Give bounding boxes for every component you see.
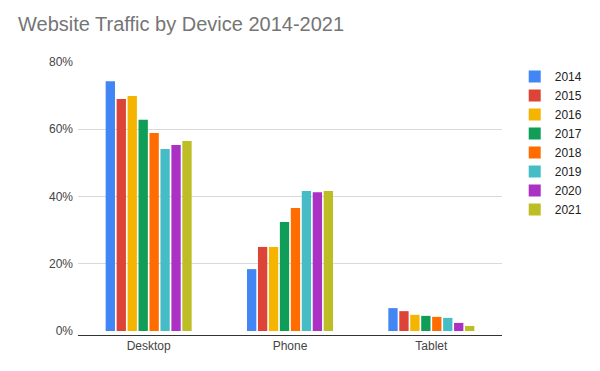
svg-text:2017: 2017 [555, 127, 582, 141]
svg-text:2021: 2021 [555, 203, 582, 217]
svg-text:Phone: Phone [273, 339, 308, 353]
svg-text:20%: 20% [49, 257, 73, 271]
svg-text:Tablet: Tablet [415, 339, 448, 353]
svg-text:40%: 40% [49, 190, 73, 204]
svg-text:Website Traffic by Device 2014: Website Traffic by Device 2014-2021 [18, 13, 344, 35]
svg-text:2019: 2019 [555, 165, 582, 179]
svg-text:2016: 2016 [555, 108, 582, 122]
svg-text:Desktop: Desktop [127, 339, 171, 353]
svg-text:2015: 2015 [555, 89, 582, 103]
svg-text:2018: 2018 [555, 146, 582, 160]
svg-text:0%: 0% [56, 324, 74, 338]
svg-text:80%: 80% [49, 55, 73, 69]
svg-text:60%: 60% [49, 122, 73, 136]
svg-text:2020: 2020 [555, 184, 582, 198]
svg-text:2014: 2014 [555, 70, 582, 84]
